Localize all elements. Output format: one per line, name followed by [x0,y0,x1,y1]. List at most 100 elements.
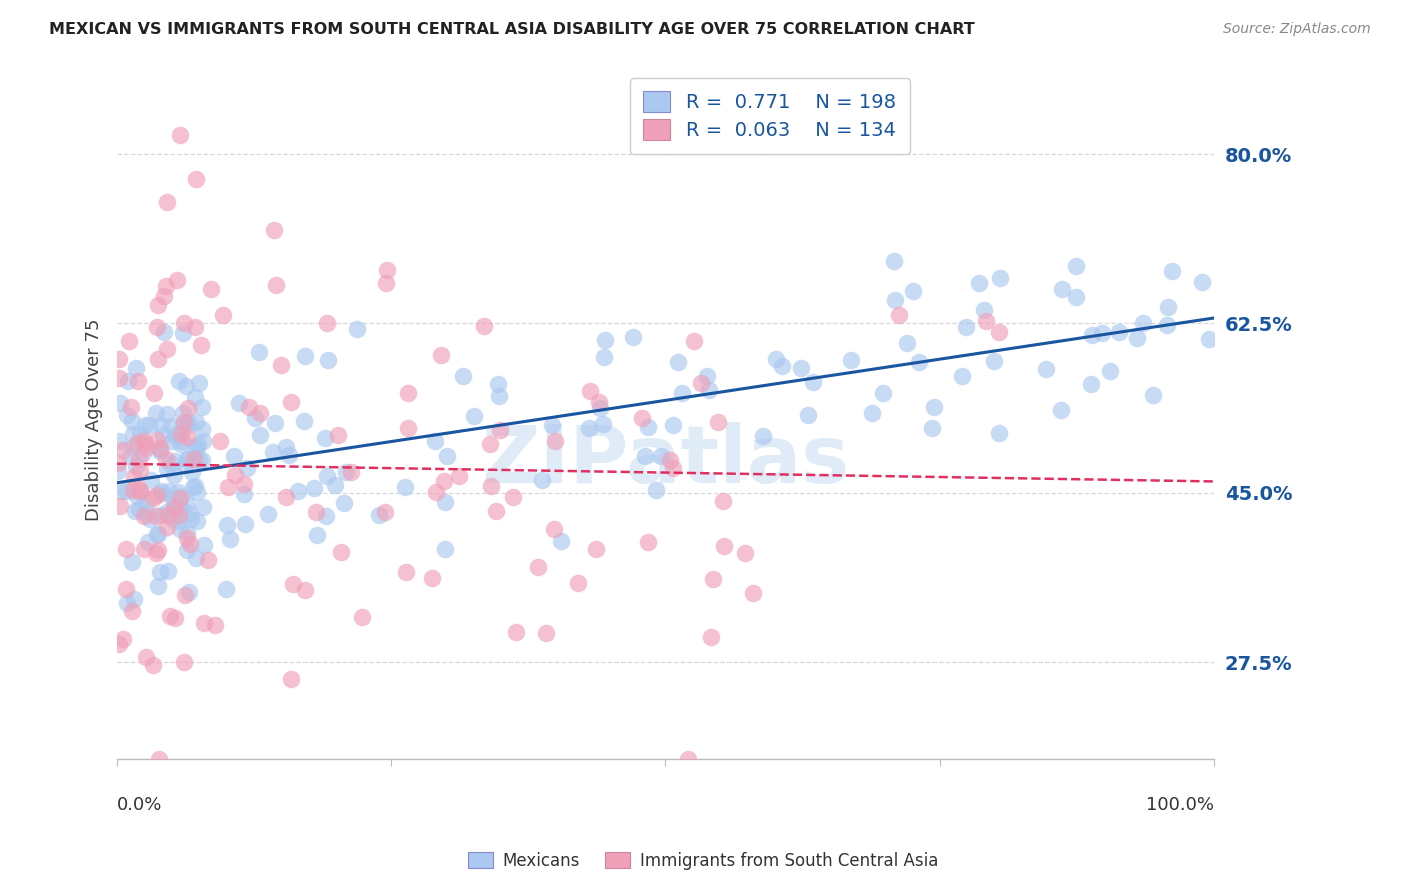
Point [534,626,557,640]
Point [884,293,907,307]
Point [183,450,205,465]
Point [121,414,143,428]
Point [988,325,1011,339]
Point [149,442,172,457]
Point [1108,325,1130,339]
Point [162,495,184,509]
Point [973,303,995,318]
Point [169,514,191,528]
Point [127,375,149,389]
Point [243,411,266,425]
Point [486,377,509,392]
Point [162,511,184,525]
Point [159,483,181,498]
Point [585,542,607,557]
Point [157,508,180,522]
Point [125,360,148,375]
Point [121,483,143,497]
Point [163,468,186,483]
Point [183,452,205,467]
Point [212,309,235,323]
Point [593,333,616,347]
Point [156,407,179,421]
Point [374,276,396,290]
Point [155,279,177,293]
Point [165,610,187,624]
Point [121,441,143,455]
Point [173,655,195,669]
Point [191,434,214,449]
Point [191,401,214,415]
Point [333,496,356,510]
Point [274,440,297,454]
Point [326,428,349,442]
Point [734,546,756,560]
Point [149,484,172,499]
Point [1064,259,1087,273]
Point [531,473,554,487]
Point [988,425,1011,440]
Point [148,752,170,766]
Point [257,508,280,522]
Point [276,491,298,505]
Point [350,610,373,624]
Point [176,401,198,415]
Point [249,427,271,442]
Point [142,657,165,672]
Point [208,434,231,448]
Point [166,426,188,441]
Point [177,506,200,520]
Point [330,545,353,559]
Point [589,401,612,415]
Point [170,501,193,516]
Point [1191,276,1213,290]
Point [124,503,146,517]
Point [224,449,246,463]
Point [950,368,973,383]
Point [108,637,131,651]
Point [170,426,193,441]
Text: 0.0%: 0.0% [117,796,163,814]
Point [502,491,524,505]
Point [699,383,721,397]
Point [145,406,167,420]
Point [200,282,222,296]
Point [1156,318,1178,333]
Point [111,484,134,499]
Point [156,342,179,356]
Point [180,512,202,526]
Point [394,480,416,494]
Point [983,354,1005,368]
Point [118,334,141,348]
Point [159,456,181,470]
Point [543,522,565,536]
Point [184,390,207,404]
Point [472,318,495,333]
Point [434,495,457,509]
Point [696,368,718,383]
Point [125,459,148,474]
Point [302,481,325,495]
Point [177,452,200,467]
Point [132,434,155,449]
Point [148,298,170,312]
Point [134,542,156,557]
Point [485,504,508,518]
Point [238,401,260,415]
Point [249,406,271,420]
Point [294,582,316,597]
Point [1081,328,1104,343]
Point [505,624,527,639]
Point [266,278,288,293]
Point [645,483,668,498]
Point [395,566,418,580]
Point [447,468,470,483]
Point [135,650,157,665]
Point [132,508,155,523]
Point [264,417,287,431]
Point [908,355,931,369]
Point [163,428,186,442]
Point [139,512,162,526]
Point [187,437,209,451]
Point [172,417,194,431]
